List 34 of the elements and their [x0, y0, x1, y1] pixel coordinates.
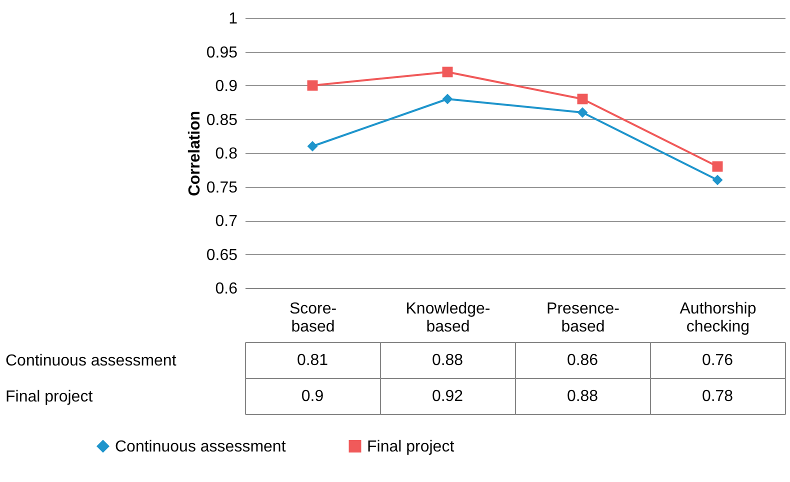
y-tick-label: 0.65 — [206, 246, 238, 264]
x-tick-label: Presence-based — [546, 300, 620, 336]
point — [307, 80, 318, 91]
text: Continuous assessment — [6, 352, 176, 370]
point — [307, 141, 318, 152]
y-tick-label: 0.85 — [206, 112, 238, 129]
data-label: 0.81 — [296, 352, 328, 369]
data-label: 0.86 — [566, 352, 598, 369]
point — [577, 94, 588, 104]
point — [712, 174, 723, 186]
y-axis-title: Correlation — [186, 110, 204, 196]
data-label: 0.88 — [566, 388, 598, 405]
legend-label: Final project — [367, 438, 455, 456]
x-tick-label: Knowledge-based — [406, 300, 490, 336]
y-tick-label: 0.6 — [215, 280, 238, 298]
data-label: 0.78 — [702, 388, 734, 405]
y-tick-label: 0.9 — [215, 78, 238, 95]
point — [442, 66, 453, 78]
y-tick-label: 0.75 — [206, 179, 238, 196]
text: Final project — [6, 388, 93, 406]
y-tick-label: 1 — [228, 10, 238, 28]
data-label: 0.92 — [432, 388, 464, 405]
y-tick-label: 0.95 — [206, 44, 238, 62]
point — [577, 107, 588, 118]
data-label: 0.88 — [432, 352, 464, 369]
point — [712, 161, 723, 172]
x-tick-label: Score-based — [289, 300, 337, 336]
x-tick-label: Authorship checking — [680, 300, 756, 336]
legend-label: Continuous assessment — [115, 438, 286, 456]
point — [442, 94, 453, 104]
data-label: 0.76 — [702, 352, 734, 369]
y-tick-label: 0.8 — [215, 146, 238, 162]
y-tick-label: 0.7 — [215, 213, 238, 230]
data-label: 0.9 — [301, 388, 324, 405]
